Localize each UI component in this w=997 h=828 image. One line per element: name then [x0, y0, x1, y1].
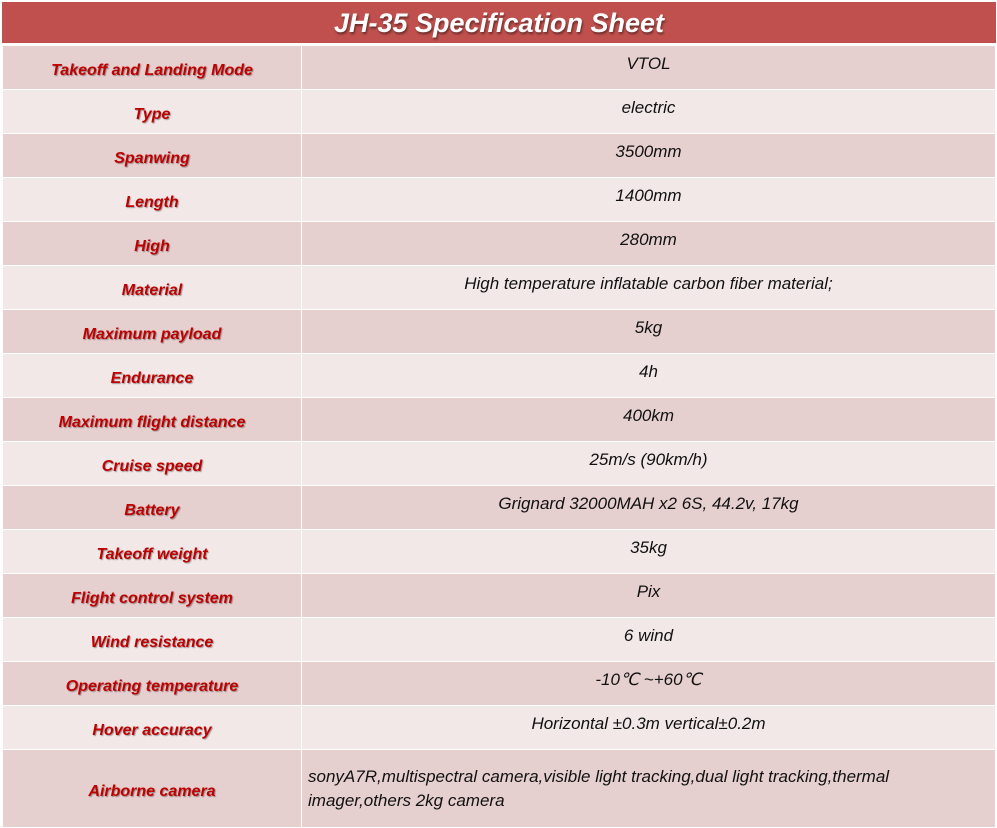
spec-label: Type — [2, 89, 302, 134]
spec-row: Type electric — [2, 89, 996, 134]
spec-row: Takeoff and Landing Mode VTOL — [2, 45, 996, 90]
spec-label: Maximum flight distance — [2, 397, 302, 442]
spec-row: Airborne camera sonyA7R,multispectral cam… — [2, 749, 996, 828]
spec-row: Battery Grignard 32000MAH x2 6S, 44.2v, 1… — [2, 485, 996, 530]
spec-value: VTOL — [301, 45, 996, 90]
spec-row: Endurance 4h — [2, 353, 996, 398]
spec-label: Endurance — [2, 353, 302, 398]
spec-label: Cruise speed — [2, 441, 302, 486]
spec-label: High — [2, 221, 302, 266]
spec-row: Length 1400mm — [2, 177, 996, 222]
spec-row: Maximum flight distance 400km — [2, 397, 996, 442]
spec-label: Maximum payload — [2, 309, 302, 354]
spec-value: 3500mm — [301, 133, 996, 178]
spec-row: Maximum payload 5kg — [2, 309, 996, 354]
spec-label: Takeoff weight — [2, 529, 302, 574]
spec-value: -10℃ ~+60℃ — [301, 661, 996, 706]
spec-label: Battery — [2, 485, 302, 530]
spec-value: 400km — [301, 397, 996, 442]
spec-value: electric — [301, 89, 996, 134]
spec-value: 25m/s (90km/h) — [301, 441, 996, 486]
spec-row: Spanwing 3500mm — [2, 133, 996, 178]
spec-label: Material — [2, 265, 302, 310]
spec-value: 35kg — [301, 529, 996, 574]
spec-label: Flight control system — [2, 573, 302, 618]
spec-value: 1400mm — [301, 177, 996, 222]
spec-row: Operating temperature -10℃ ~+60℃ — [2, 661, 996, 706]
spec-table: Takeoff and Landing Mode VTOL Type electric… — [2, 45, 996, 828]
spec-value: Grignard 32000MAH x2 6S, 44.2v, 17kg — [301, 485, 996, 530]
spec-label: Takeoff and Landing Mode — [2, 45, 302, 90]
spec-row: Cruise speed 25m/s (90km/h) — [2, 441, 996, 486]
spec-label: Airborne camera — [2, 749, 302, 828]
spec-label: Spanwing — [2, 133, 302, 178]
spec-value: Pix — [301, 573, 996, 618]
spec-row: Wind resistance 6 wind — [2, 617, 996, 662]
spec-label: Operating temperature — [2, 661, 302, 706]
spec-value: 4h — [301, 353, 996, 398]
spec-label: Wind resistance — [2, 617, 302, 662]
spec-row: Material High temperature inflatable carb… — [2, 265, 996, 310]
spec-value: 280mm — [301, 221, 996, 266]
spec-value: sonyA7R,multispectral camera,visible lig… — [301, 749, 996, 828]
spec-value: 6 wind — [301, 617, 996, 662]
spec-value: High temperature inflatable carbon fiber… — [301, 265, 996, 310]
spec-row: Takeoff weight 35kg — [2, 529, 996, 574]
spec-row: High 280mm — [2, 221, 996, 266]
spec-row: Flight control system Pix — [2, 573, 996, 618]
sheet-title: JH-35 Specification Sheet — [2, 2, 996, 45]
spec-value: 5kg — [301, 309, 996, 354]
spec-label: Length — [2, 177, 302, 222]
